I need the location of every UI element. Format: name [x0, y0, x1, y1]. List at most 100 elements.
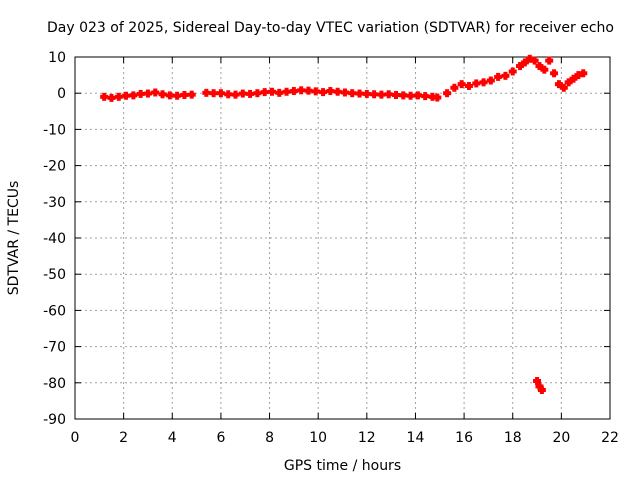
data-points — [100, 54, 588, 395]
y-tick-label: -30 — [43, 195, 66, 211]
data-point — [209, 89, 218, 98]
data-point — [333, 87, 342, 96]
data-point — [433, 93, 442, 102]
data-point — [516, 62, 525, 71]
x-tick-label: 6 — [216, 430, 225, 446]
data-point — [413, 91, 422, 100]
data-point — [100, 92, 109, 101]
chart-title: Day 023 of 2025, Sidereal Day-to-day VTE… — [47, 20, 614, 36]
data-point — [158, 90, 167, 99]
data-point — [384, 90, 393, 99]
y-tick-label: -70 — [43, 340, 66, 356]
data-point — [392, 91, 400, 100]
data-point — [494, 72, 503, 81]
data-point — [554, 80, 563, 89]
data-point — [362, 89, 371, 98]
data-point — [129, 91, 138, 100]
data-point — [421, 92, 430, 101]
data-point — [136, 89, 145, 98]
y-tick-label: -90 — [43, 412, 66, 428]
data-point — [569, 74, 578, 83]
data-point — [340, 88, 349, 97]
data-point — [143, 89, 152, 98]
data-point — [457, 80, 466, 89]
data-point — [319, 88, 328, 97]
y-tick-labels: 10 0 -10 -20 -30 -40 -50 -60 -70 -80 -90 — [43, 50, 66, 428]
x-tick-label: 4 — [168, 430, 177, 446]
x-tick-label: 12 — [358, 430, 376, 446]
data-point — [304, 86, 313, 95]
x-tick-label: 18 — [504, 430, 522, 446]
axis-ticks — [74, 56, 611, 420]
data-point — [559, 83, 568, 92]
data-point — [238, 89, 247, 98]
data-point — [377, 90, 386, 99]
data-point — [443, 89, 452, 98]
data-point — [114, 92, 123, 101]
x-tick-label: 20 — [552, 430, 570, 446]
data-point — [275, 88, 284, 97]
data-point — [267, 87, 276, 96]
data-point — [202, 88, 211, 97]
data-point — [472, 79, 481, 88]
x-tick-label: 14 — [407, 430, 425, 446]
y-tick-label: -10 — [43, 122, 66, 138]
data-point — [579, 69, 588, 78]
data-point — [540, 65, 549, 74]
data-point — [289, 87, 298, 96]
x-tick-label: 8 — [265, 430, 274, 446]
x-tick-label: 16 — [455, 430, 473, 446]
data-point — [187, 90, 196, 99]
data-point — [537, 386, 546, 395]
data-point — [501, 71, 510, 80]
y-tick-label: -80 — [43, 376, 66, 392]
data-point — [520, 58, 529, 67]
data-point — [450, 83, 459, 92]
data-point — [282, 87, 291, 96]
data-point — [260, 88, 269, 97]
data-point — [355, 89, 364, 98]
data-point — [533, 376, 542, 385]
x-axis-label: GPS time / hours — [284, 458, 401, 474]
data-point — [486, 76, 495, 85]
data-point — [564, 78, 573, 87]
data-point — [151, 88, 160, 97]
data-point — [231, 90, 240, 99]
data-point — [508, 67, 517, 76]
data-point — [348, 89, 357, 98]
data-point — [180, 91, 189, 100]
data-point — [479, 78, 488, 87]
data-point — [370, 90, 379, 99]
data-point — [173, 91, 182, 100]
data-point — [535, 62, 544, 71]
data-point — [216, 89, 225, 98]
y-tick-label: -50 — [43, 267, 66, 283]
data-point — [530, 56, 539, 65]
data-point — [311, 87, 320, 96]
data-point — [406, 91, 415, 100]
data-point — [224, 90, 233, 99]
data-point — [464, 81, 473, 90]
data-point — [399, 91, 408, 100]
data-point — [107, 93, 116, 102]
x-tick-label: 10 — [309, 430, 327, 446]
data-point — [165, 91, 174, 100]
data-point — [246, 89, 255, 98]
y-axis-label: SDTVAR / TECUs — [6, 181, 22, 296]
data-point — [297, 86, 306, 95]
y-tick-label: -40 — [43, 231, 66, 247]
y-tick-label: 0 — [57, 86, 66, 102]
data-point — [550, 69, 559, 78]
x-tick-label: 2 — [119, 430, 128, 446]
data-point — [326, 87, 335, 96]
y-tick-label: 10 — [48, 50, 66, 66]
x-tick-label: 0 — [71, 430, 80, 446]
grid-lines — [75, 57, 610, 419]
data-point — [253, 89, 262, 98]
y-tick-label: -60 — [43, 303, 66, 319]
data-point — [545, 56, 554, 65]
x-tick-labels: 0 2 4 6 8 10 12 14 16 18 20 22 — [71, 430, 619, 446]
y-tick-label: -20 — [43, 159, 66, 175]
x-tick-label: 22 — [601, 430, 619, 446]
